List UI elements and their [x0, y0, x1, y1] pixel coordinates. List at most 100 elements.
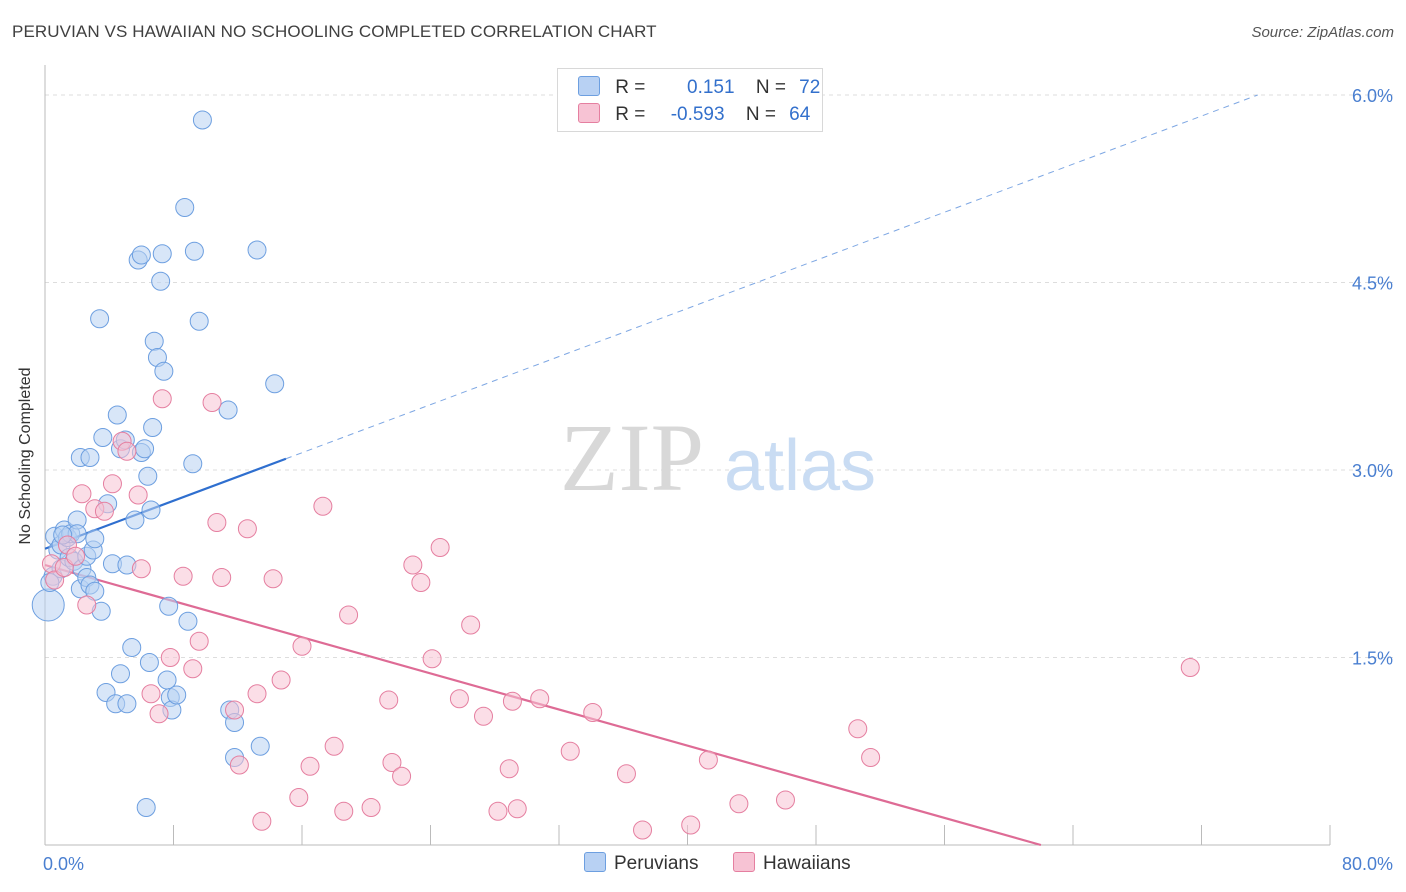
- data-point-peruvians: [110, 664, 130, 684]
- data-point-hawaiians: [530, 689, 550, 709]
- data-point-peruvians: [151, 271, 171, 291]
- data-point-peruvians: [139, 653, 159, 672]
- data-point-peruvians: [107, 405, 127, 425]
- y-tick-label: 6.0%: [1352, 86, 1393, 106]
- data-point-hawaiians: [263, 569, 283, 589]
- data-point-hawaiians: [271, 670, 291, 690]
- data-point-hawaiians: [775, 790, 795, 810]
- y-tick-label: 4.5%: [1352, 274, 1393, 294]
- data-point-peruvians: [135, 439, 155, 459]
- legend-r-value: 0.151: [687, 77, 735, 98]
- x-tick-label: 80.0%: [1342, 854, 1393, 874]
- data-point-hawaiians: [72, 484, 92, 504]
- data-point-hawaiians: [499, 759, 519, 779]
- data-point-peruvians: [218, 400, 238, 420]
- data-point-peruvians: [143, 418, 163, 437]
- data-point-hawaiians: [289, 788, 309, 807]
- data-point-peruvians: [247, 240, 267, 260]
- data-point-hawaiians: [681, 815, 701, 835]
- data-point-hawaiians: [560, 741, 580, 761]
- legend-swatch-hawaiians: [578, 103, 600, 123]
- data-point-hawaiians: [94, 501, 114, 521]
- data-point-hawaiians: [229, 755, 249, 775]
- data-point-hawaiians: [339, 605, 359, 625]
- data-point-hawaiians: [45, 570, 65, 590]
- data-point-hawaiians: [183, 659, 203, 679]
- data-point-peruvians: [144, 331, 164, 351]
- data-point-hawaiians: [1180, 658, 1200, 677]
- data-point-peruvians: [159, 596, 179, 616]
- data-point-peruvians: [131, 245, 151, 265]
- data-point-hawaiians: [152, 389, 172, 409]
- data-point-hawaiians: [729, 794, 749, 814]
- bottom-legend-label-peruvians: Peruvians: [614, 853, 699, 874]
- data-point-peruvians: [175, 198, 195, 217]
- data-point-hawaiians: [507, 799, 527, 819]
- trend-extension-peruvians: [285, 94, 1258, 460]
- data-point-hawaiians: [583, 703, 603, 722]
- data-point-hawaiians: [403, 555, 423, 575]
- data-point-hawaiians: [502, 691, 522, 711]
- data-point-peruvians: [31, 588, 65, 622]
- data-point-hawaiians: [379, 690, 399, 710]
- data-point-hawaiians: [324, 736, 344, 756]
- data-point-peruvians: [183, 454, 203, 474]
- legend-r-label: R =: [615, 104, 646, 125]
- bottom-legend-swatch-hawaiians: [733, 852, 755, 872]
- legend: R = 0.151 N = 72 R = -0.593 N = 64: [557, 68, 823, 132]
- data-point-hawaiians: [77, 595, 97, 615]
- bottom-legend-hawaiians: Hawaiians: [733, 852, 851, 875]
- data-point-peruvians: [265, 374, 285, 394]
- data-point-hawaiians: [861, 748, 881, 767]
- data-point-peruvians: [141, 500, 161, 520]
- data-point-peruvians: [152, 244, 172, 264]
- x-tick-label: 0.0%: [43, 854, 84, 874]
- data-point-hawaiians: [300, 756, 320, 776]
- data-point-peruvians: [250, 736, 270, 756]
- data-point-hawaiians: [334, 801, 354, 821]
- data-point-hawaiians: [392, 766, 412, 786]
- data-point-hawaiians: [616, 764, 636, 784]
- legend-n-label: N =: [755, 77, 786, 98]
- bottom-legend-label-hawaiians: Hawaiians: [763, 853, 851, 874]
- data-point-peruvians: [138, 466, 158, 486]
- data-point-hawaiians: [461, 615, 481, 635]
- data-point-hawaiians: [474, 706, 494, 726]
- data-point-hawaiians: [698, 750, 718, 770]
- bottom-legend-swatch-peruvians: [584, 852, 606, 872]
- chart-title: PERUVIAN VS HAWAIIAN NO SCHOOLING COMPLE…: [12, 22, 657, 41]
- data-point-hawaiians: [449, 689, 469, 709]
- grid-lines: [45, 94, 1395, 658]
- data-point-hawaiians: [160, 648, 180, 667]
- y-tick-label: 1.5%: [1352, 649, 1393, 669]
- watermark-atlas: atlas: [724, 426, 876, 506]
- legend-n-label: N =: [745, 104, 776, 125]
- watermark-zip: ZIP: [560, 404, 704, 511]
- data-point-peruvians: [80, 448, 100, 467]
- data-point-peruvians: [122, 638, 142, 657]
- data-point-peruvians: [93, 428, 113, 447]
- data-point-peruvians: [117, 694, 137, 714]
- data-point-hawaiians: [237, 519, 257, 539]
- data-point-peruvians: [184, 241, 204, 261]
- data-point-hawaiians: [382, 753, 402, 772]
- data-point-hawaiians: [488, 801, 508, 821]
- data-point-hawaiians: [128, 485, 148, 505]
- data-point-hawaiians: [173, 566, 193, 586]
- data-point-hawaiians: [430, 538, 450, 557]
- legend-n-value: 64: [789, 104, 811, 125]
- data-point-hawaiians: [361, 798, 381, 817]
- data-point-hawaiians: [141, 684, 161, 704]
- data-point-hawaiians: [313, 496, 333, 516]
- data-point-peruvians: [192, 110, 212, 130]
- legend-row-peruvians: R = 0.151 N = 72: [578, 76, 820, 102]
- legend-row-hawaiians: R = -0.593 N = 64: [578, 103, 810, 129]
- legend-r-value: -0.593: [670, 104, 725, 125]
- data-point-peruvians: [90, 309, 110, 329]
- data-point-hawaiians: [848, 719, 868, 739]
- data-point-hawaiians: [149, 704, 169, 724]
- data-point-hawaiians: [633, 820, 653, 840]
- data-point-hawaiians: [247, 684, 267, 704]
- y-tick-label: 3.0%: [1352, 461, 1393, 481]
- bottom-legend-peruvians: Peruvians: [584, 852, 699, 875]
